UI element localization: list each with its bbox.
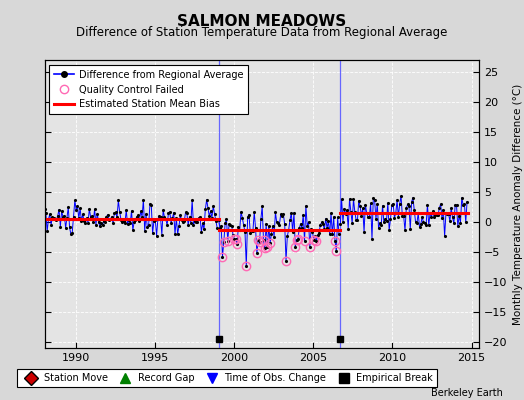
Text: Berkeley Earth: Berkeley Earth <box>431 388 503 398</box>
Legend: Difference from Regional Average, Quality Control Failed, Estimated Station Mean: Difference from Regional Average, Qualit… <box>49 65 248 114</box>
Text: Difference of Station Temperature Data from Regional Average: Difference of Station Temperature Data f… <box>77 26 447 39</box>
Legend: Station Move, Record Gap, Time of Obs. Change, Empirical Break: Station Move, Record Gap, Time of Obs. C… <box>17 369 437 387</box>
Text: SALMON MEADOWS: SALMON MEADOWS <box>178 14 346 29</box>
Y-axis label: Monthly Temperature Anomaly Difference (°C): Monthly Temperature Anomaly Difference (… <box>514 83 523 325</box>
